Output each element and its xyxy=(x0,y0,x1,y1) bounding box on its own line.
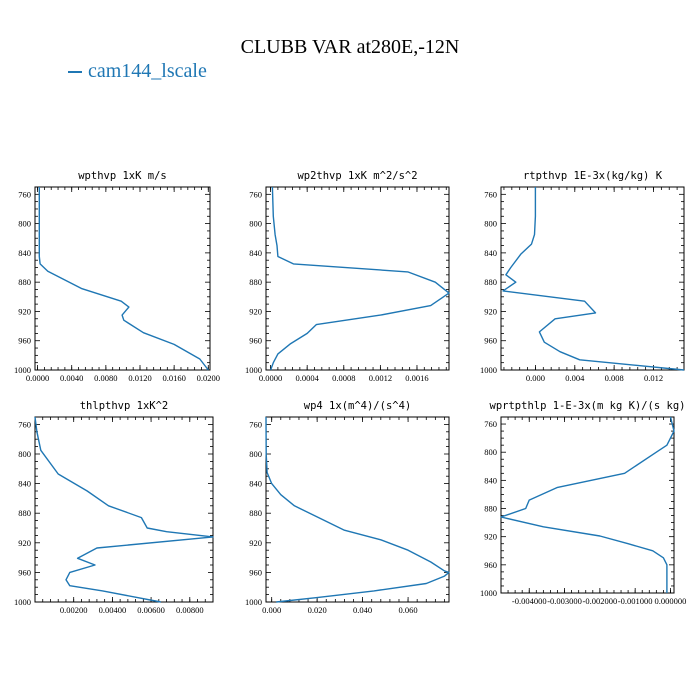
y-tick-label: 760 xyxy=(484,189,497,199)
x-tick-label: 0.000 xyxy=(526,373,545,383)
series-line xyxy=(38,187,209,371)
y-tick-label: 920 xyxy=(18,306,31,316)
x-tick-label: -0.004000 xyxy=(512,596,547,606)
x-tick-label: 0.0004 xyxy=(295,373,319,383)
legend-label: cam144_lscale xyxy=(88,60,207,82)
x-tick-label: 0.012 xyxy=(644,373,663,383)
x-tick-label: 0.0080 xyxy=(94,373,117,383)
y-tick-label: 1000 xyxy=(14,365,31,375)
y-tick-label: 920 xyxy=(484,306,497,316)
y-tick-label: 840 xyxy=(484,475,497,485)
series-line xyxy=(265,416,450,603)
x-tick-label: 0.00200 xyxy=(60,605,88,615)
panel-title: wp4 1x(m^4)/(s^4) xyxy=(304,400,411,412)
x-tick-label: 0.00800 xyxy=(176,605,204,615)
y-tick-label: 800 xyxy=(18,219,31,229)
y-tick-label: 840 xyxy=(249,248,262,258)
y-tick-label: 1000 xyxy=(245,365,262,375)
x-tick-label: -0.002000 xyxy=(582,596,617,606)
legend-line-swatch xyxy=(68,71,82,74)
y-tick-label: 1000 xyxy=(14,597,31,607)
x-tick-label: -0.001000 xyxy=(618,596,653,606)
panel-2: wp2thvp 1xK m^2/s^2 760 800 840 880 920 960 100… xyxy=(245,170,450,383)
x-tick-label: 0.0160 xyxy=(162,373,185,383)
x-tick-label: 0.0000 xyxy=(26,373,49,383)
series-line xyxy=(500,416,675,593)
panel-title: rtpthvp 1E-3x(kg/kg) K xyxy=(523,170,663,182)
x-tick-label: 0.0120 xyxy=(128,373,151,383)
figure-title: CLUBB VAR at280E,-12N xyxy=(240,36,460,58)
x-tick-label: 0.000000 xyxy=(655,596,687,606)
x-tick-label: 0.040 xyxy=(353,605,372,615)
y-tick-label: 840 xyxy=(484,248,497,258)
y-tick-label: 800 xyxy=(18,449,31,459)
plot-frame xyxy=(265,186,450,371)
panel-title: wpthvp 1xK m/s xyxy=(78,170,167,182)
y-tick-label: 960 xyxy=(249,567,262,577)
x-tick-label: 0.008 xyxy=(605,373,624,383)
y-tick-label: 960 xyxy=(18,336,31,346)
y-tick-label: 880 xyxy=(484,504,497,514)
y-tick-label: 840 xyxy=(18,248,31,258)
series-line xyxy=(269,186,450,371)
plot-frame xyxy=(500,416,675,594)
panel-title: thlpthvp 1xK^2 xyxy=(80,400,169,412)
y-tick-label: 920 xyxy=(249,306,262,316)
y-tick-label: 760 xyxy=(18,419,31,429)
x-tick-label: -0.003000 xyxy=(547,596,582,606)
panel-5: wp4 1x(m^4)/(s^4)76080084088092096010000… xyxy=(245,400,450,615)
y-tick-label: 920 xyxy=(484,532,497,542)
y-tick-label: 760 xyxy=(484,419,497,429)
y-tick-label: 880 xyxy=(249,508,262,518)
panel-4: thlpthvp 1xK^2 760 800 840 880 920 960 1000 0.00… xyxy=(14,400,214,615)
plot-frame xyxy=(34,416,214,603)
legend: cam144_lscale xyxy=(68,60,207,83)
panel-1: wpthvp 1xK m/s76080084088092096010000.00… xyxy=(14,170,220,383)
y-tick-label: 760 xyxy=(249,189,262,199)
x-tick-label: 0.0200 xyxy=(197,373,220,383)
y-tick-label: 840 xyxy=(249,479,262,489)
y-tick-label: 880 xyxy=(249,277,262,287)
x-tick-label: 0.004 xyxy=(565,373,585,383)
series-line xyxy=(34,416,214,603)
x-tick-label: 0.0008 xyxy=(332,373,355,383)
x-tick-label: 0.000 xyxy=(262,605,281,615)
panel-3: rtpthvp 1E-3x(kg/kg) K 760 800 840 880 920 960… xyxy=(480,170,685,383)
y-tick-label: 880 xyxy=(484,277,497,287)
y-tick-label: 840 xyxy=(18,479,31,489)
y-tick-label: 1000 xyxy=(480,588,497,598)
y-tick-label: 760 xyxy=(249,419,262,429)
series-line xyxy=(502,187,685,371)
x-tick-label: 0.0040 xyxy=(60,373,83,383)
y-tick-label: 800 xyxy=(484,219,497,229)
y-tick-label: 760 xyxy=(18,189,31,199)
y-tick-label: 800 xyxy=(249,219,262,229)
y-tick-label: 960 xyxy=(249,336,262,346)
y-tick-label: 960 xyxy=(484,336,497,346)
plot-frame xyxy=(34,186,211,371)
panel-6: wprtpthlp 1-E-3x(m kg K)/(s kg) 760 800 840… xyxy=(480,400,686,606)
x-tick-label: 0.060 xyxy=(399,605,418,615)
x-tick-label: 0.020 xyxy=(308,605,327,615)
y-tick-label: 880 xyxy=(18,508,31,518)
x-tick-label: 0.0000 xyxy=(259,373,282,383)
y-tick-label: 920 xyxy=(249,538,262,548)
x-tick-label: 0.00600 xyxy=(137,605,165,615)
y-tick-label: 800 xyxy=(484,447,497,457)
y-tick-label: 1000 xyxy=(245,597,262,607)
y-tick-label: 880 xyxy=(18,277,31,287)
plot-frame xyxy=(265,416,450,603)
panel-title: wp2thvp 1xK m^2/s^2 xyxy=(297,170,417,182)
x-tick-label: 0.0016 xyxy=(405,373,428,383)
y-tick-label: 1000 xyxy=(480,365,497,375)
plot-frame xyxy=(500,186,685,371)
x-tick-label: 0.0012 xyxy=(369,373,392,383)
y-tick-label: 960 xyxy=(484,560,497,570)
y-tick-label: 920 xyxy=(18,538,31,548)
y-tick-label: 800 xyxy=(249,449,262,459)
panel-title: wprtpthlp 1-E-3x(m kg K)/(s kg) xyxy=(490,400,686,412)
x-tick-label: 0.00400 xyxy=(99,605,127,615)
y-tick-label: 960 xyxy=(18,567,31,577)
